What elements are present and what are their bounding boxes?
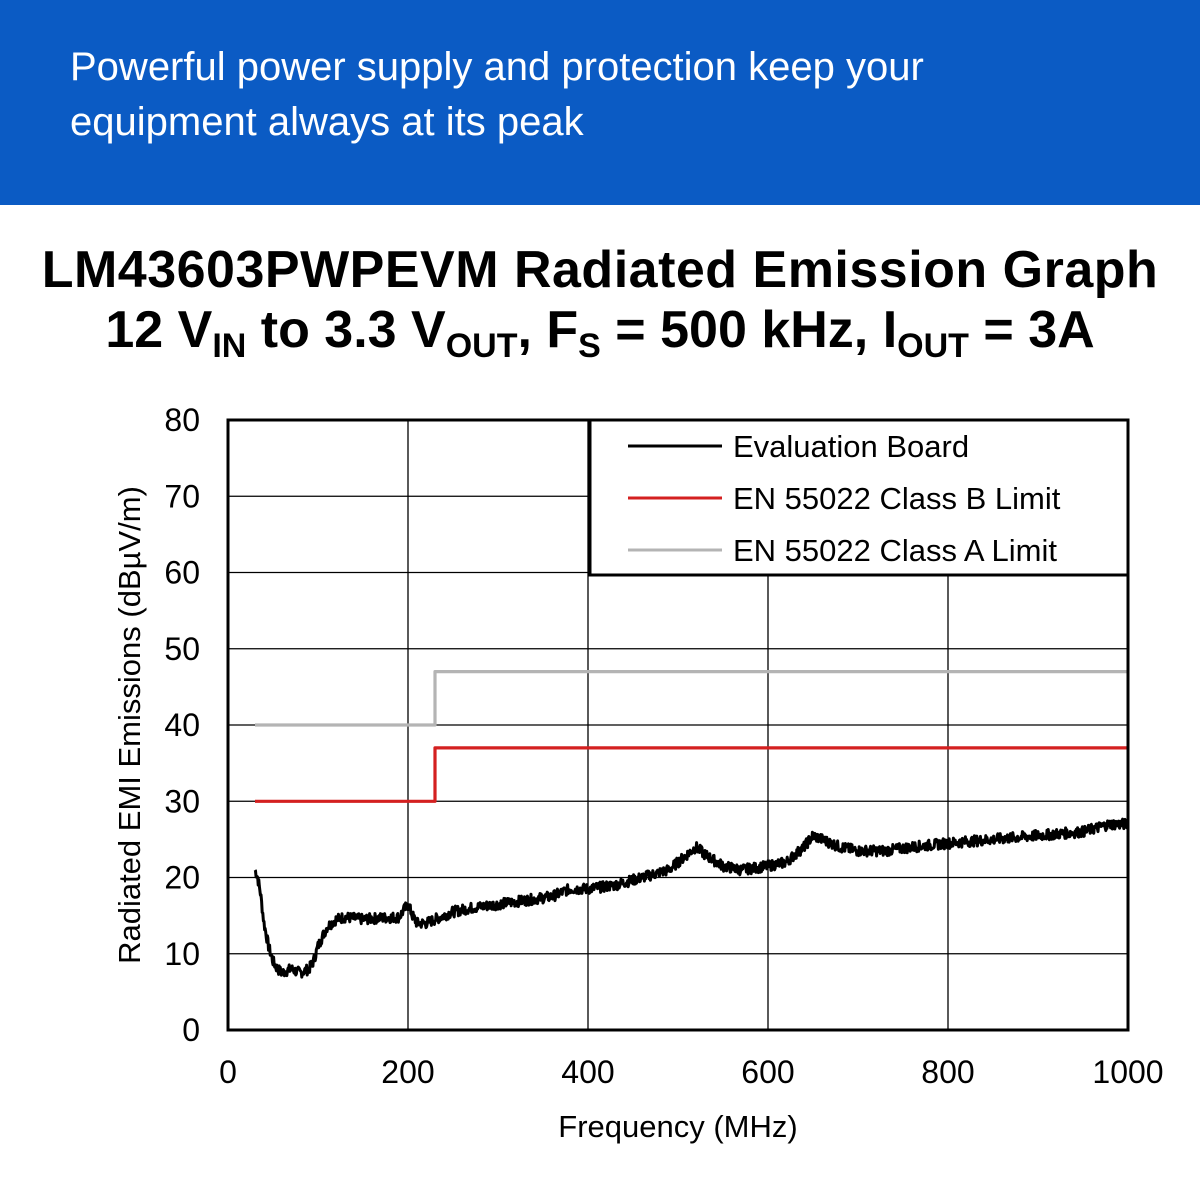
- legend: Evaluation Board EN 55022 Class B Limit EN…: [588, 418, 1130, 577]
- series-lines: [253, 669, 1130, 979]
- subtitle-subscript: S: [578, 327, 601, 365]
- y-axis-label: Radiated EMI Emissions (dBµV/m): [112, 486, 147, 964]
- subtitle-subscript: IN: [212, 327, 247, 365]
- y-tick-label: 30: [164, 783, 200, 819]
- y-tick-label: 80: [164, 402, 200, 438]
- series-line-class-a-limit: [255, 669, 1128, 727]
- x-tick-label: 600: [741, 1054, 794, 1090]
- banner-tagline: Powerful power supply and protection kee…: [70, 45, 924, 144]
- chart-title: LM43603PWPEVM Radiated Emission Graph 12…: [0, 240, 1200, 363]
- subtitle-part: = 500 kHz, I: [600, 301, 898, 359]
- x-tick-label: 400: [561, 1054, 614, 1090]
- y-tick-label: 40: [164, 707, 200, 743]
- x-tick-label: 200: [381, 1054, 434, 1090]
- chart-subtitle: 12 VIN to 3.3 VOUT, FS = 500 kHz, IOUT =…: [0, 300, 1200, 363]
- chart-title-line1: LM43603PWPEVM Radiated Emission Graph: [41, 241, 1159, 299]
- legend-label: EN 55022 Class A Limit: [733, 533, 1057, 568]
- x-tick-label: 0: [219, 1054, 237, 1090]
- subtitle-subscript: OUT: [445, 327, 518, 365]
- y-tick-label: 60: [164, 555, 200, 591]
- tick-labels: 0 200 400 600 800 1000 0 10 20 30 40 50 60 70 80: [164, 402, 1163, 1090]
- y-tick-label: 10: [164, 936, 200, 972]
- header-banner: Powerful power supply and protection kee…: [0, 0, 1200, 205]
- legend-label: EN 55022 Class B Limit: [733, 481, 1061, 516]
- y-tick-label: 50: [164, 631, 200, 667]
- y-tick-label: 70: [164, 478, 200, 514]
- x-tick-label: 800: [921, 1054, 974, 1090]
- subtitle-part: , F: [517, 301, 579, 359]
- subtitle-part: to 3.3 V: [246, 301, 446, 359]
- legend-label: Evaluation Board: [733, 429, 969, 464]
- subtitle-part: 12 V: [105, 301, 213, 359]
- subtitle-part: = 3A: [968, 301, 1095, 359]
- x-axis-label: Frequency (MHz): [558, 1109, 797, 1144]
- y-tick-label: 0: [182, 1012, 200, 1048]
- series-line-evaluation-board: [253, 817, 1130, 979]
- x-tick-label: 1000: [1092, 1054, 1163, 1090]
- series-line-class-b-limit: [255, 746, 1128, 803]
- y-tick-label: 20: [164, 860, 200, 896]
- subtitle-subscript: OUT: [897, 327, 969, 365]
